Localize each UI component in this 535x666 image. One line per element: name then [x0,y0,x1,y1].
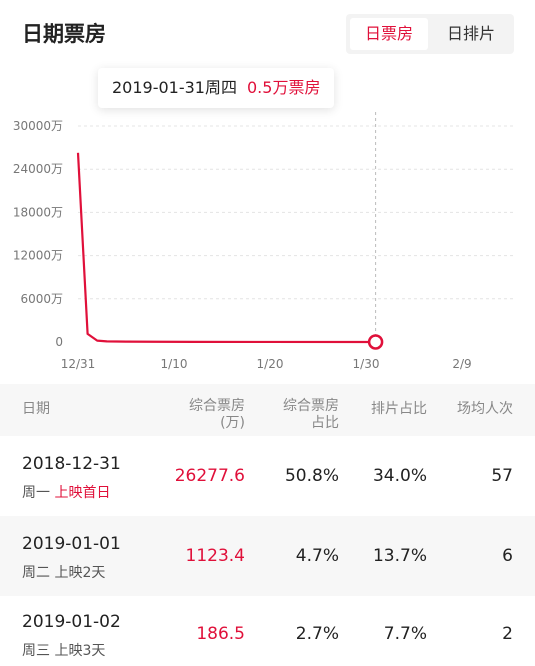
tooltip-value: 0.5万票房 [247,78,321,97]
row-avg-people: 6 [502,546,513,566]
row-screen-share: 13.7% [372,546,427,566]
row-subtitle: 周一 上映首日 [22,485,111,501]
row-box-office: 1123.4 [185,546,245,566]
table-header: 日期 综合票房 (万) 综合票房 占比 排片占比 场均人次 [0,384,535,436]
chart-tooltip: 2019-01-31周四 0.5万票房 [98,68,335,108]
y-tick-label: 6000万 [20,292,63,306]
col-screen-share: 排片占比 [371,401,427,417]
release-status: 上映首日 [54,485,111,501]
y-tick-label: 18000万 [13,205,63,219]
x-tick-label: 1/20 [257,357,284,371]
row-avg-people: 57 [491,466,513,486]
row-box-office: 26277.6 [174,466,245,486]
row-subtitle: 周二 上映2天 [22,565,106,581]
tooltip-date: 2019-01-31周四 [112,78,237,97]
row-screen-share: 7.7% [383,624,427,644]
row-box-office: 186.5 [196,624,245,644]
x-tick-label: 1/10 [161,357,188,371]
row-date: 2019-01-02 [22,612,121,632]
row-date: 2019-01-01 [22,534,121,554]
y-tick-label: 0 [55,335,63,349]
header: 日期票房 日票房 日排片 [0,0,535,70]
row-screen-share: 34.0% [372,466,427,486]
box-office-chart[interactable]: 30000万 24000万 18000万 12000万 6000万 0 12/31 1/10 1… [0,110,535,382]
x-tick-label: 1/30 [353,357,380,371]
col-avg-people: 场均人次 [457,401,513,417]
y-tick-label: 30000万 [13,119,63,133]
y-tick-label: 12000万 [13,249,63,263]
x-tick-label: 12/31 [61,357,96,371]
row-box-share: 50.8% [284,466,339,486]
table-row[interactable]: 2019-01-01 周二 上映2天 1123.4 4.7% 13.7% 6 [0,516,535,596]
row-box-share: 2.7% [295,624,339,644]
y-tick-label: 24000万 [13,162,63,176]
tab-daily-screenings[interactable]: 日排片 [446,24,495,43]
table-row[interactable]: 2018-12-31 周一 上映首日 26277.6 50.8% 34.0% 5… [0,436,535,516]
release-status: 上映2天 [54,565,106,581]
highlight-point [367,334,384,350]
table-row[interactable]: 2019-01-02 周三 上映3天 186.5 2.7% 7.7% 2 [0,596,535,666]
tab-daily-box-office[interactable]: 日票房 [350,18,428,50]
row-box-share: 4.7% [295,546,339,566]
row-date: 2018-12-31 [22,454,121,474]
release-status: 上映3天 [54,643,106,659]
series-line [76,152,376,344]
view-toggle: 日票房 日排片 [346,14,514,54]
x-tick-label: 2/9 [452,357,471,371]
col-box-office: 综合票房 (万) [189,398,245,431]
row-avg-people: 2 [502,624,513,644]
row-subtitle: 周三 上映3天 [22,643,106,659]
col-date: 日期 [22,401,50,417]
page-title: 日期票房 [22,22,106,46]
col-box-share: 综合票房 占比 [283,398,339,431]
